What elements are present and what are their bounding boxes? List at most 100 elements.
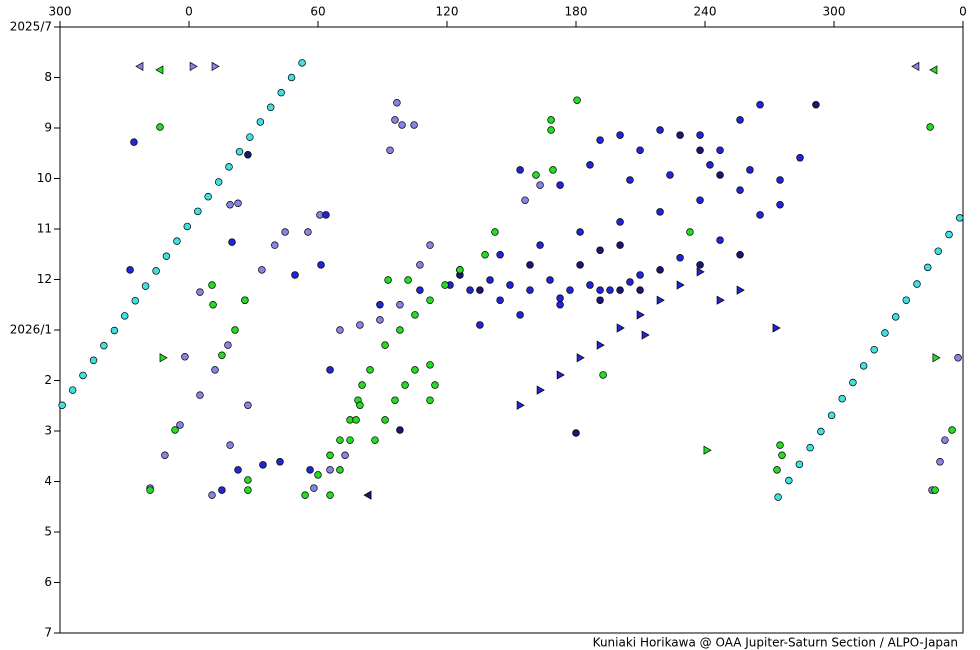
point: [346, 436, 354, 444]
point: [656, 126, 664, 134]
triangle-point: [576, 353, 585, 363]
point: [336, 436, 344, 444]
point: [795, 460, 804, 469]
y-tick-label: 2026/1: [10, 323, 52, 337]
x-tick-label: 60: [310, 5, 325, 19]
triangle-point: [636, 310, 645, 320]
point: [386, 146, 394, 154]
point: [476, 321, 484, 329]
point: [416, 261, 424, 269]
point: [326, 491, 334, 499]
point: [214, 178, 223, 186]
point: [496, 251, 504, 259]
point: [934, 247, 943, 255]
point: [441, 281, 449, 289]
point: [314, 471, 322, 479]
point: [131, 296, 140, 305]
y-tick-label: 11: [37, 222, 52, 236]
point: [547, 126, 555, 134]
point: [926, 123, 934, 131]
point: [696, 146, 704, 154]
point: [616, 218, 624, 226]
point: [773, 466, 781, 474]
point: [226, 201, 234, 209]
point: [326, 466, 334, 474]
point: [556, 301, 564, 309]
point: [549, 166, 557, 174]
point: [774, 493, 782, 501]
point: [183, 222, 192, 231]
triangle-point: [736, 285, 745, 295]
point: [870, 345, 878, 354]
point: [301, 491, 309, 499]
point: [596, 286, 604, 294]
point: [244, 486, 252, 494]
point: [225, 163, 233, 171]
point: [426, 296, 434, 304]
point: [287, 73, 296, 82]
point: [291, 271, 299, 279]
point: [956, 214, 964, 222]
point: [235, 147, 244, 156]
point: [171, 426, 179, 434]
point: [636, 271, 644, 279]
point: [208, 281, 216, 289]
triangle-point: [641, 330, 650, 340]
point: [616, 286, 624, 294]
point: [945, 230, 953, 239]
point: [218, 351, 226, 360]
triangle-point: [155, 65, 164, 75]
point: [241, 296, 249, 304]
point: [526, 261, 534, 269]
y-tick-label: 12: [37, 272, 52, 286]
point: [384, 276, 392, 284]
point: [181, 353, 189, 361]
triangle-point: [696, 267, 705, 277]
y-tick-label: 5: [44, 525, 52, 539]
point: [716, 236, 724, 244]
x-tick-label: 180: [565, 5, 588, 19]
point: [100, 341, 108, 350]
triangle-point: [556, 370, 565, 380]
point: [376, 301, 384, 309]
point: [68, 386, 77, 394]
point: [806, 443, 814, 452]
point: [336, 466, 344, 474]
point: [756, 211, 764, 219]
point: [244, 151, 252, 159]
point: [941, 436, 949, 444]
x-tick-label: 300: [49, 5, 72, 19]
point: [401, 381, 409, 389]
point: [486, 276, 494, 284]
point: [556, 181, 564, 189]
point: [716, 146, 724, 154]
point: [686, 228, 694, 236]
point: [776, 201, 784, 209]
point: [89, 356, 98, 365]
point: [936, 458, 944, 466]
point: [796, 154, 804, 162]
point: [304, 228, 312, 236]
point: [536, 181, 544, 189]
y-tick-label: 2025/7: [10, 20, 52, 34]
point: [356, 401, 364, 409]
point: [152, 267, 160, 275]
point: [246, 133, 254, 141]
point: [211, 366, 219, 374]
point: [616, 131, 624, 139]
point: [426, 396, 434, 404]
point: [209, 301, 217, 309]
point: [336, 326, 344, 334]
triangle-point: [211, 61, 220, 71]
point: [785, 476, 793, 485]
point: [696, 131, 704, 139]
triangle-point: [676, 280, 685, 290]
point: [256, 118, 265, 126]
point: [706, 161, 714, 169]
point: [358, 381, 366, 389]
point: [218, 486, 226, 494]
point: [410, 121, 418, 129]
point: [371, 436, 379, 444]
point: [547, 116, 555, 124]
point: [696, 261, 704, 269]
